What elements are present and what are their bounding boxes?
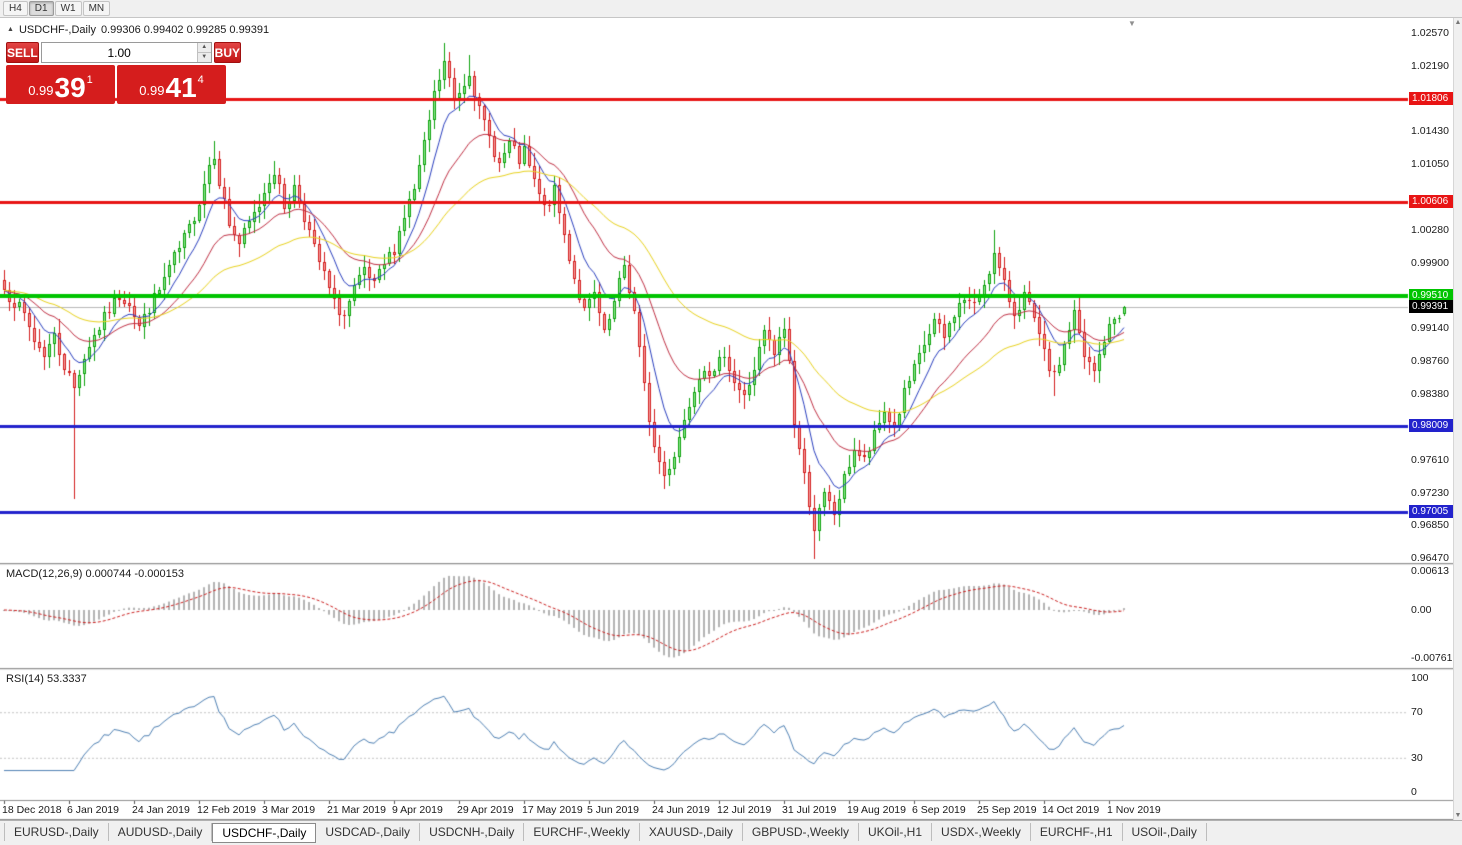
date-axis-label: 24 Jun 2019 — [652, 804, 710, 816]
price-axis-label: 1.00280 — [1411, 224, 1449, 236]
timeframe-button-h4[interactable]: H4 — [3, 1, 28, 16]
buy-price-base: 0.99 — [139, 83, 165, 98]
chart-tab-usdchf-daily[interactable]: USDCHF-,Daily — [212, 823, 317, 843]
date-axis-label: 14 Oct 2019 — [1042, 804, 1100, 816]
chart-tab-gbpusd-weekly[interactable]: GBPUSD-,Weekly — [743, 823, 860, 841]
macd-indicator-label: MACD(12,26,9) 0.000744 -0.000153 — [6, 568, 184, 580]
chart-title: ▲ USDCHF-,Daily 0.99306 0.99402 0.99285 … — [7, 24, 269, 36]
date-axis-label: 9 Apr 2019 — [392, 804, 443, 816]
sell-price-pipette: 1 — [86, 74, 93, 86]
timeframe-button-w1[interactable]: W1 — [54, 1, 82, 16]
price-level-label: 0.99510 — [1409, 289, 1456, 302]
chart-tab-usdcnh-daily[interactable]: USDCNH-,Daily — [420, 823, 525, 841]
volume-spinner: ▲ ▼ — [196, 43, 211, 62]
buy-price-pips: 41 — [165, 72, 197, 103]
timeframe-button-group: H4 D1 W1 MN — [3, 1, 111, 16]
collapse-icon[interactable]: ▲ — [7, 26, 14, 33]
price-axis-label: 1.01050 — [1411, 158, 1449, 170]
price-axis-label: 0.98380 — [1411, 388, 1449, 400]
one-click-trade-panel: SELL ▲ ▼ BUY 0.99 39 1 0.99 41 4 — [6, 42, 242, 104]
chart-tab-list: EURUSD-,Daily AUDUSD-,Daily USDCHF-,Daily U… — [4, 823, 1207, 843]
price-level-label: 1.00606 — [1409, 195, 1456, 208]
rsi-axis-label: 70 — [1411, 706, 1423, 718]
volume-increase-button[interactable]: ▲ — [197, 43, 211, 53]
date-axis-label: 12 Jul 2019 — [717, 804, 772, 816]
price-axis-label: 0.98760 — [1411, 355, 1449, 367]
price-axis-label: 1.02190 — [1411, 60, 1449, 72]
chart-tab-audusd-daily[interactable]: AUDUSD-,Daily — [109, 823, 213, 841]
chart-tab-eurchf-weekly[interactable]: EURCHF-,Weekly — [524, 823, 640, 841]
buy-button[interactable]: BUY — [213, 42, 242, 63]
buy-price-display[interactable]: 0.99 41 4 — [117, 65, 226, 104]
date-axis-label: 6 Jan 2019 — [67, 804, 119, 816]
date-axis-label: 5 Jun 2019 — [587, 804, 639, 816]
chart-symbol-label: USDCHF-,Daily — [18, 24, 96, 36]
macd-axis-label: -0.00761 — [1411, 652, 1453, 664]
chart-tab-ukoil-h1[interactable]: UKOil-,H1 — [859, 823, 933, 841]
date-axis-label: 19 Aug 2019 — [847, 804, 906, 816]
price-axis-label: 0.99900 — [1411, 257, 1449, 269]
date-axis-label: 17 May 2019 — [522, 804, 583, 816]
chart-tab-eurusd-daily[interactable]: EURUSD-,Daily — [4, 823, 109, 841]
timeframe-button-mn[interactable]: MN — [82, 1, 111, 16]
timeframe-button-d1[interactable]: D1 — [28, 1, 54, 16]
price-axis-label: 0.96470 — [1411, 552, 1449, 564]
scroll-down-icon[interactable]: ▼ — [1454, 812, 1462, 819]
price-axis-label: 0.97230 — [1411, 487, 1449, 499]
rsi-axis-label: 30 — [1411, 752, 1423, 764]
chart-tab-bar: EURUSD-,Daily AUDUSD-,Daily USDCHF-,Daily U… — [0, 820, 1462, 845]
date-axis-label: 6 Sep 2019 — [912, 804, 966, 816]
date-axis-label: 31 Jul 2019 — [782, 804, 837, 816]
price-axis-label: 0.99140 — [1411, 322, 1449, 334]
price-level-label: 0.98009 — [1409, 419, 1456, 432]
price-level-label: 1.01806 — [1409, 92, 1456, 105]
price-axis-label: 0.97610 — [1411, 454, 1449, 466]
date-axis-label: 25 Sep 2019 — [977, 804, 1037, 816]
chart-ohlc-values: 0.99306 0.99402 0.99285 0.99391 — [100, 24, 270, 36]
price-level-label: 0.97005 — [1409, 505, 1456, 518]
macd-axis-label: 0.00613 — [1411, 565, 1449, 577]
sell-price-display[interactable]: 0.99 39 1 — [6, 65, 115, 104]
date-axis-label: 18 Dec 2018 — [2, 804, 62, 816]
rsi-axis-label: 0 — [1411, 786, 1417, 798]
current-price-label: 0.99391 — [1409, 300, 1456, 313]
buy-price-pipette: 4 — [197, 74, 204, 86]
rsi-indicator-label: RSI(14) 53.3337 — [6, 673, 87, 685]
chart-tab-usdx-weekly[interactable]: USDX-,Weekly — [932, 823, 1031, 841]
date-axis-label: 24 Jan 2019 — [132, 804, 190, 816]
rsi-axis-label: 100 — [1411, 672, 1429, 684]
chart-tab-usdcad-daily[interactable]: USDCAD-,Daily — [316, 823, 421, 841]
date-axis-label: 29 Apr 2019 — [457, 804, 514, 816]
chart-tab-eurchf-h1[interactable]: EURCHF-,H1 — [1031, 823, 1123, 841]
macd-axis-label: 0.00 — [1411, 604, 1432, 616]
price-chart-canvas[interactable] — [0, 18, 1454, 820]
sell-button[interactable]: SELL — [6, 42, 39, 63]
chart-tab-usoil-daily[interactable]: USOil-,Daily — [1123, 823, 1207, 841]
chart-tab-xauusd-daily[interactable]: XAUUSD-,Daily — [640, 823, 743, 841]
chart-window: ▲ USDCHF-,Daily 0.99306 0.99402 0.99285 … — [0, 18, 1462, 820]
volume-input[interactable] — [41, 43, 197, 62]
sell-price-pips: 39 — [54, 72, 86, 103]
sell-price-base: 0.99 — [28, 83, 54, 98]
price-axis-label: 0.96850 — [1411, 519, 1449, 531]
date-axis-label: 1 Nov 2019 — [1107, 804, 1161, 816]
vertical-scrollbar[interactable]: ▲ ▼ — [1453, 18, 1462, 820]
scroll-up-icon[interactable]: ▲ — [1454, 19, 1462, 26]
chart-shift-marker-icon: ▼ — [1128, 19, 1136, 28]
price-axis-label: 1.01430 — [1411, 125, 1449, 137]
volume-decrease-button[interactable]: ▼ — [197, 53, 211, 62]
date-axis-label: 12 Feb 2019 — [197, 804, 256, 816]
timeframe-toolbar: H4 D1 W1 MN — [0, 0, 1462, 18]
volume-box: ▲ ▼ — [40, 42, 212, 63]
date-axis-label: 3 Mar 2019 — [262, 804, 316, 816]
date-axis-label: 21 Mar 2019 — [327, 804, 386, 816]
price-axis-label: 1.02570 — [1411, 27, 1449, 39]
